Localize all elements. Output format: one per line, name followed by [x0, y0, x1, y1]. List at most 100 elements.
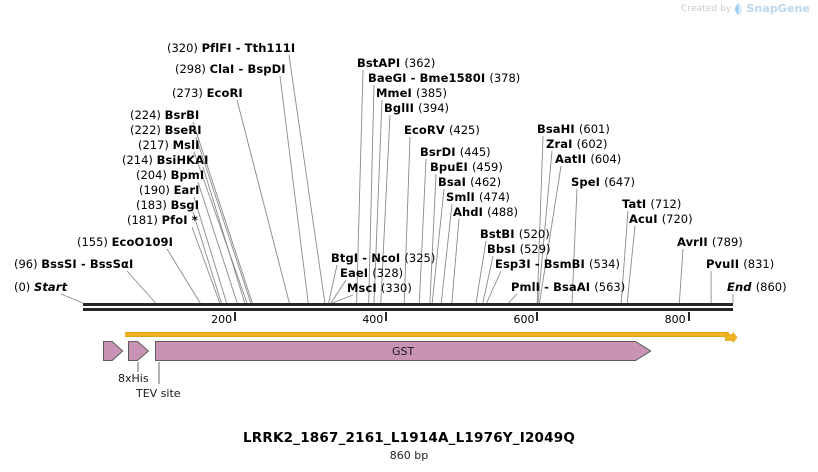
leader-line — [429, 173, 437, 304]
leader-line — [368, 84, 375, 304]
ruler-tick — [234, 312, 237, 321]
leader-line — [403, 136, 411, 304]
restriction-site-label[interactable]: SpeI (647) — [571, 175, 636, 189]
leader-line — [191, 226, 221, 304]
restriction-site-label[interactable]: (224) BsrBI — [130, 108, 200, 122]
snapgene-watermark: Created by SnapGene — [681, 2, 810, 15]
feature-arrow-shape — [128, 341, 150, 361]
leader-line — [126, 270, 156, 304]
ruler-tick — [536, 312, 539, 321]
leader-line — [193, 151, 248, 304]
orf-arrow-bar — [125, 332, 729, 337]
leader-line — [418, 158, 427, 304]
restriction-site-label[interactable]: (273) EcoRI — [172, 86, 243, 100]
feature-label-8xhis: 8xHis — [118, 372, 149, 385]
restriction-site-label[interactable]: AatII (604) — [555, 152, 622, 166]
ruler-tick — [687, 312, 690, 321]
leader-line — [330, 279, 347, 304]
restriction-site-label[interactable]: (96) BssSI - BssSαI — [14, 257, 134, 271]
feature-arrow-shape — [102, 341, 123, 361]
restriction-site-label[interactable]: BsrDI (445) — [420, 145, 491, 159]
leader-line — [328, 264, 338, 304]
restriction-site-label[interactable]: MmeI (385) — [376, 86, 447, 100]
restriction-site-label[interactable]: BstBI (520) — [480, 227, 550, 241]
restriction-site-label[interactable]: BsaHI (601) — [537, 122, 610, 136]
restriction-site-label[interactable]: (217) MslI — [138, 138, 200, 152]
restriction-site-label[interactable]: (190) EarI — [139, 183, 200, 197]
restriction-site-label[interactable]: BpuEI (459) — [430, 160, 503, 174]
restriction-site-label[interactable]: PvuII (831) — [706, 257, 775, 271]
ruler-tick-label: 600 — [513, 313, 535, 326]
restriction-site-label[interactable]: PmlI - BsaAI (563) — [511, 280, 626, 294]
sequence-length: 860 bp — [389, 449, 429, 462]
sequence-line-bottom — [83, 308, 733, 311]
ruler-tick-label: 200 — [211, 313, 233, 326]
watermark-prefix: Created by — [680, 3, 732, 14]
restriction-site-label[interactable]: (155) EcoO109I — [77, 235, 174, 249]
ruler: 200 400 600 800 — [0, 300, 818, 330]
restriction-site-label[interactable]: Esp3I - BsmBI (534) — [495, 257, 620, 271]
ruler-tick-label: 800 — [664, 313, 686, 326]
leader-line — [431, 188, 445, 304]
feature-tev[interactable] — [128, 340, 150, 362]
restriction-site-label[interactable]: (214) BsiHKAI — [122, 153, 209, 167]
leader-line — [451, 218, 460, 304]
feature-8xhis[interactable] — [102, 340, 123, 362]
leader-line — [195, 136, 252, 304]
leader-line — [486, 270, 502, 304]
leader-line — [192, 121, 253, 304]
restriction-site-label[interactable]: BbsI (529) — [487, 242, 551, 256]
restriction-site-label[interactable]: AvrII (789) — [677, 235, 743, 249]
leader-line — [236, 99, 290, 304]
leader-line — [678, 248, 684, 304]
leader-line — [571, 188, 578, 304]
restriction-site-label[interactable]: BglII (394) — [384, 101, 450, 115]
leader-line — [192, 211, 222, 304]
restriction-site-label[interactable]: EcoRV (425) — [404, 123, 480, 137]
restriction-site-label[interactable]: MscI (330) — [347, 281, 412, 295]
restriction-site-label[interactable]: (222) BseRI — [130, 123, 202, 137]
restriction-site-label[interactable]: (204) BpmI — [136, 168, 205, 182]
ruler-tick — [385, 312, 388, 321]
restriction-site-label[interactable]: (320) PflFI - Tth111I — [167, 41, 296, 55]
restriction-site-label[interactable]: ZraI (602) — [546, 137, 608, 151]
feature-label-gst: GST — [391, 345, 415, 358]
leader-line — [380, 114, 391, 304]
snapgene-leaf-icon — [734, 2, 743, 15]
restriction-site-label[interactable]: SmlI (474) — [446, 190, 510, 204]
leader-line — [279, 75, 309, 304]
restriction-site-label[interactable]: BsaI (462) — [438, 175, 502, 189]
leader-line — [288, 54, 326, 304]
watermark-brand: SnapGene — [746, 2, 810, 15]
restriction-site-labels: (0) Start (96) BssSI - BssSαI (155) EcoO10… — [14, 41, 787, 295]
restriction-site-label[interactable]: (0) Start — [14, 280, 68, 294]
orf-arrow-head — [724, 328, 738, 344]
restriction-site-label[interactable]: End (860) — [727, 280, 787, 294]
leader-line — [539, 165, 562, 304]
orf-arrow — [125, 328, 738, 344]
feature-label-tev-site: TEV site — [136, 387, 181, 400]
leader-line — [60, 293, 84, 304]
restriction-site-label[interactable]: (298) ClaI - BspDI — [175, 62, 286, 76]
leader-line — [332, 294, 354, 304]
restriction-site-label[interactable]: BaeGI - Bme1580I (378) — [368, 71, 521, 85]
sequence-line-top — [83, 303, 733, 306]
leader-line — [475, 240, 487, 304]
restriction-site-label[interactable]: BstAPI (362) — [357, 56, 436, 70]
restriction-site-label[interactable]: BtgI - NcoI (325) — [331, 251, 436, 265]
restriction-site-label[interactable]: AcuI (720) — [629, 212, 693, 226]
leader-line — [440, 203, 453, 304]
leader-line — [508, 293, 518, 304]
restriction-site-label[interactable]: AhdI (488) — [453, 205, 519, 219]
leader-line — [537, 150, 553, 304]
restriction-site-label[interactable]: TatI (712) — [622, 197, 682, 211]
restriction-site-label[interactable]: (183) BsgI — [136, 198, 200, 212]
leader-line — [482, 255, 494, 304]
restriction-site-label[interactable]: EaeI (328) — [340, 266, 404, 280]
feature-gst[interactable] — [154, 340, 652, 362]
leader-line — [166, 248, 201, 304]
restriction-site-label[interactable]: (181) PfoI * — [127, 213, 198, 227]
leader-lines — [60, 54, 734, 304]
ruler-tick-label: 400 — [362, 313, 384, 326]
